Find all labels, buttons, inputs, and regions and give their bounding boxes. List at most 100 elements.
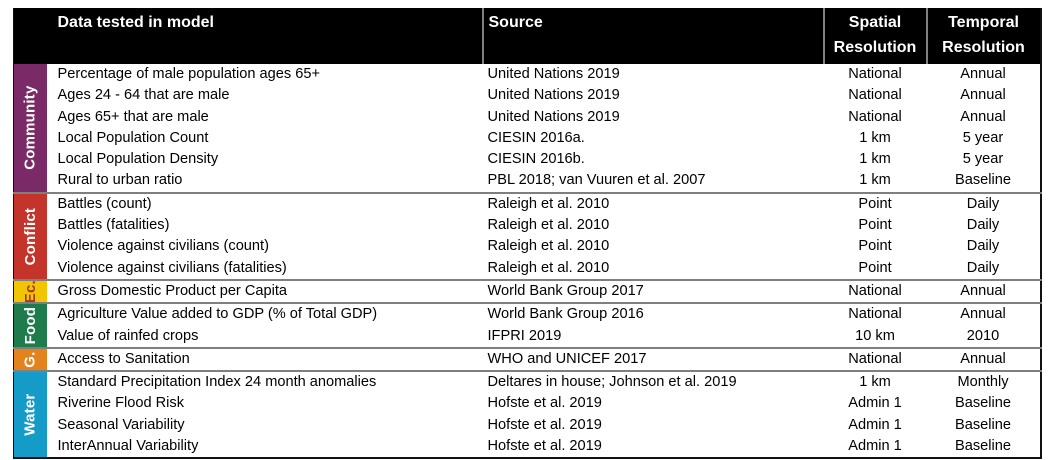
- cell-temporal-resolution: Annual: [926, 346, 1041, 372]
- cell-data-tested: Local Population Density: [46, 149, 483, 171]
- cell-spatial-resolution: Point: [823, 215, 927, 237]
- cell-temporal-resolution: Annual: [926, 278, 1041, 304]
- cell-spatial-resolution: National: [823, 278, 927, 304]
- cell-source: CIESIN 2016a.: [482, 127, 824, 150]
- table-row: Conflict Battles (count) Raleigh et al. 20…: [13, 191, 1041, 280]
- cell-source: United Nations 2019: [482, 85, 824, 107]
- table-row: Food Agriculture Value added to GDP (% of…: [13, 302, 1041, 348]
- cell-spatial-resolution: 1 km: [823, 149, 927, 171]
- cell-spatial-resolution: National: [823, 106, 927, 128]
- cell-data-tested: Riverine Flood Risk: [46, 393, 483, 415]
- cell-spatial-resolution: Point: [823, 236, 927, 258]
- cell-temporal-resolution: Annual: [926, 302, 1041, 326]
- category-label-wrap: Water: [14, 373, 47, 457]
- cell-spatial-resolution: Point: [823, 257, 927, 280]
- cell-data-tested: Standard Precipitation Index 24 month an…: [46, 370, 483, 394]
- table-body: Community Percentage of male population a…: [13, 64, 1041, 459]
- table-row: Local Population Count CIESIN 2016a. 1 km 5…: [14, 127, 1041, 150]
- category-label: Food: [21, 306, 39, 345]
- cell-data-tested: Gross Domestic Product per Capita: [46, 278, 483, 304]
- table-row: Violence against civilians (fatalities) R…: [14, 257, 1041, 280]
- cell-spatial-resolution: 1 km: [823, 370, 927, 394]
- category-label: Water: [21, 393, 39, 436]
- cell-temporal-resolution: 5 year: [926, 127, 1041, 150]
- cell-source: Deltares in house; Johnson et al. 2019: [482, 370, 824, 394]
- cell-spatial-resolution: National: [823, 302, 927, 326]
- cell-temporal-resolution: 2010: [926, 325, 1041, 348]
- cell-temporal-resolution: Daily: [926, 257, 1041, 280]
- cell-temporal-resolution: Annual: [926, 106, 1041, 128]
- cell-source: CIESIN 2016b.: [482, 149, 824, 171]
- data-sources-table-wrap: Data tested in model Source Spatial Reso…: [13, 8, 1042, 460]
- cell-source: IFPRI 2019: [482, 325, 824, 348]
- cell-spatial-resolution: 10 km: [823, 325, 927, 348]
- cell-data-tested: Ages 24 - 64 that are male: [46, 85, 483, 107]
- cell-spatial-resolution: Admin 1: [823, 414, 927, 437]
- cell-spatial-resolution: Admin 1: [823, 436, 927, 459]
- cell-data-tested: Rural to urban ratio: [46, 170, 483, 193]
- header-cell-category: [13, 8, 47, 64]
- table-row: Violence against civilians (count) Raleig…: [14, 236, 1041, 258]
- category-label-wrap: Food: [14, 305, 47, 347]
- cell-temporal-resolution: Annual: [926, 85, 1041, 107]
- table-row: Ages 24 - 64 that are male United Nations…: [14, 85, 1041, 107]
- header-cell-spatial-resolution: Spatial Resolution: [822, 8, 927, 64]
- cell-spatial-resolution: 1 km: [823, 127, 927, 150]
- cell-spatial-resolution: Admin 1: [823, 393, 927, 415]
- cell-temporal-resolution: 5 year: [926, 149, 1041, 171]
- category-band: Water: [13, 370, 47, 459]
- cell-data-tested: Local Population Count: [46, 127, 483, 150]
- cell-spatial-resolution: 1 km: [823, 170, 927, 193]
- cell-source: United Nations 2019: [482, 106, 824, 128]
- cell-source: Raleigh et al. 2010: [482, 236, 824, 258]
- table-row: Local Population Density CIESIN 2016b. 1 k…: [14, 149, 1041, 171]
- category-band: Conflict: [13, 191, 47, 280]
- cell-data-tested: Battles (count): [46, 191, 483, 216]
- cell-source: United Nations 2019: [482, 64, 824, 86]
- cell-spatial-resolution: National: [823, 85, 927, 107]
- cell-spatial-resolution: Point: [823, 191, 927, 216]
- cell-source: World Bank Group 2017: [482, 278, 824, 304]
- cell-data-tested: InterAnnual Variability: [46, 436, 483, 459]
- category-label-wrap: Conflict: [14, 195, 47, 279]
- cell-source: Raleigh et al. 2010: [482, 257, 824, 280]
- header-row: Data tested in model Source Spatial Reso…: [13, 8, 1041, 64]
- cell-data-tested: Agriculture Value added to GDP (% of Tot…: [46, 302, 483, 326]
- category-label: Community: [21, 85, 39, 171]
- cell-temporal-resolution: Baseline: [926, 436, 1041, 459]
- category-band: Community: [13, 64, 47, 193]
- table-header: Data tested in model Source Spatial Reso…: [13, 8, 1041, 64]
- cell-data-tested: Violence against civilians (fatalities): [46, 257, 483, 280]
- cell-temporal-resolution: Daily: [926, 191, 1041, 216]
- category-label-wrap: G.: [14, 350, 47, 370]
- cell-data-tested: Percentage of male population ages 65+: [46, 64, 483, 86]
- category-label-wrap: Ec.: [14, 280, 47, 303]
- table-row: Riverine Flood Risk Hofste et al. 2019 Adm…: [14, 393, 1041, 415]
- category-band: Food: [13, 302, 47, 348]
- category-label: G.: [21, 351, 39, 368]
- cell-temporal-resolution: Monthly: [926, 370, 1041, 394]
- category-band: Ec.: [13, 278, 47, 304]
- cell-temporal-resolution: Annual: [926, 64, 1041, 86]
- category-band: G.: [13, 346, 47, 372]
- cell-source: Hofste et al. 2019: [482, 393, 824, 415]
- table-row: G. Access to Sanitation WHO and UNICEF 201…: [13, 346, 1041, 372]
- cell-source: WHO and UNICEF 2017: [482, 346, 824, 372]
- table-row: Water Standard Precipitation Index 24 mon…: [13, 370, 1041, 459]
- header-cell-data-tested: Data tested in model: [46, 8, 483, 64]
- table-row: InterAnnual Variability Hofste et al. 201…: [14, 436, 1041, 459]
- cell-temporal-resolution: Daily: [926, 215, 1041, 237]
- cell-source: World Bank Group 2016: [482, 302, 824, 326]
- cell-spatial-resolution: National: [823, 346, 927, 372]
- table-row: Value of rainfed crops IFPRI 2019 10 km 201…: [14, 325, 1041, 348]
- cell-source: Hofste et al. 2019: [482, 436, 824, 459]
- category-label: Ec.: [21, 280, 39, 303]
- table-row: Rural to urban ratio PBL 2018; van Vuuren…: [14, 170, 1041, 193]
- cell-spatial-resolution: National: [823, 64, 927, 86]
- cell-data-tested: Value of rainfed crops: [46, 325, 483, 348]
- table-row: Seasonal Variability Hofste et al. 2019 Ad…: [14, 414, 1041, 437]
- table-row: Community Percentage of male population a…: [13, 64, 1041, 193]
- cell-temporal-resolution: Baseline: [926, 414, 1041, 437]
- category-label-wrap: Community: [14, 64, 47, 192]
- table-row: Battles (fatalities) Raleigh et al. 2010 P…: [14, 215, 1041, 237]
